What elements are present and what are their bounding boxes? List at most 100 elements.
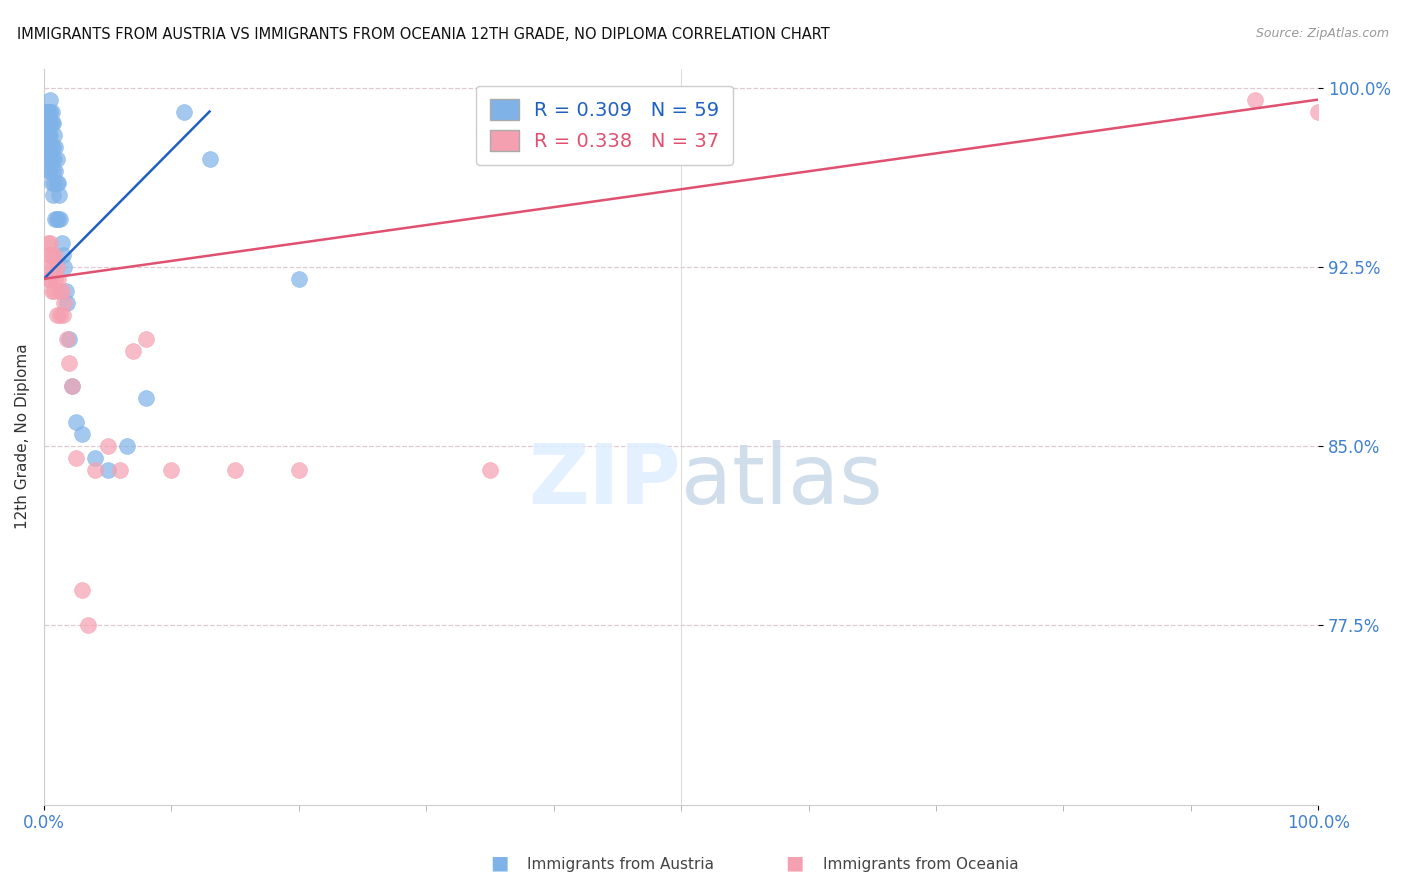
Point [287,272,309,286]
Point [39,128,62,143]
Point [115,439,138,453]
Point [55,284,77,298]
Text: IMMIGRANTS FROM AUSTRIA VS IMMIGRANTS FROM OCEANIA 12TH GRADE, NO DIPLOMA CORREL: IMMIGRANTS FROM AUSTRIA VS IMMIGRANTS FR… [17,27,830,42]
Point [37,153,59,167]
Point [46,176,69,190]
Point [83,463,105,477]
Point [97,439,120,453]
Point [160,463,183,477]
Point [51,235,73,250]
Point [42,164,65,178]
Point [38,248,60,262]
Point [52,308,75,322]
Point [39,116,62,130]
Point [37,116,59,130]
Point [173,104,195,119]
Point [83,451,105,466]
Text: ZIP: ZIP [529,441,681,521]
Point [60,379,83,393]
Point [35,116,58,130]
Point [44,140,66,154]
Point [42,128,65,143]
Text: Immigrants from Austria: Immigrants from Austria [527,857,714,872]
Point [53,260,76,274]
Point [38,104,60,119]
Point [44,164,66,178]
Point [45,153,67,167]
Point [41,248,63,262]
Point [97,463,120,477]
Point [42,140,65,154]
Point [44,272,66,286]
Point [135,392,157,406]
Point [35,104,58,119]
Point [49,212,72,227]
Point [77,618,100,632]
Point [45,308,67,322]
Point [38,128,60,143]
Point [41,176,63,190]
Point [39,104,62,119]
Point [135,332,157,346]
Point [35,140,58,154]
Text: atlas: atlas [681,441,883,521]
Point [198,153,221,167]
Point [39,153,62,167]
Point [38,116,60,130]
Point [38,140,60,154]
Text: Immigrants from Oceania: Immigrants from Oceania [823,857,1018,872]
Point [37,140,59,154]
Point [39,272,62,286]
Point [38,164,60,178]
Point [48,284,70,298]
Point [60,379,83,393]
Point [45,176,67,190]
Point [41,104,63,119]
Point [56,332,79,346]
Point [65,415,87,429]
Point [46,272,69,286]
Point [42,116,65,130]
Y-axis label: 12th Grade, No Diploma: 12th Grade, No Diploma [15,343,30,530]
Point [42,153,65,167]
Point [58,355,80,369]
Point [46,212,69,227]
Point [35,260,58,274]
Point [39,93,62,107]
Point [34,104,56,119]
Point [56,295,79,310]
Text: Source: ZipAtlas.com: Source: ZipAtlas.com [1256,27,1389,40]
Point [1308,104,1330,119]
Point [39,235,62,250]
Legend: R = 0.309   N = 59, R = 0.338   N = 37: R = 0.309 N = 59, R = 0.338 N = 37 [477,86,733,165]
Point [44,212,66,227]
Point [53,295,76,310]
Point [42,260,65,274]
Point [39,164,62,178]
Text: ■: ■ [489,854,509,872]
Point [224,463,246,477]
Point [37,272,59,286]
Point [45,212,67,227]
Point [49,308,72,322]
Point [42,248,65,262]
Point [41,284,63,298]
Point [1243,93,1265,107]
Point [287,463,309,477]
Point [478,463,501,477]
Point [41,140,63,154]
Point [48,188,70,202]
Point [37,104,59,119]
Point [42,188,65,202]
Point [70,582,93,597]
Point [110,463,132,477]
Text: ■: ■ [785,854,804,872]
Point [122,343,145,358]
Point [41,153,63,167]
Point [65,451,87,466]
Point [42,284,65,298]
Point [70,427,93,442]
Point [39,140,62,154]
Point [37,235,59,250]
Point [37,128,59,143]
